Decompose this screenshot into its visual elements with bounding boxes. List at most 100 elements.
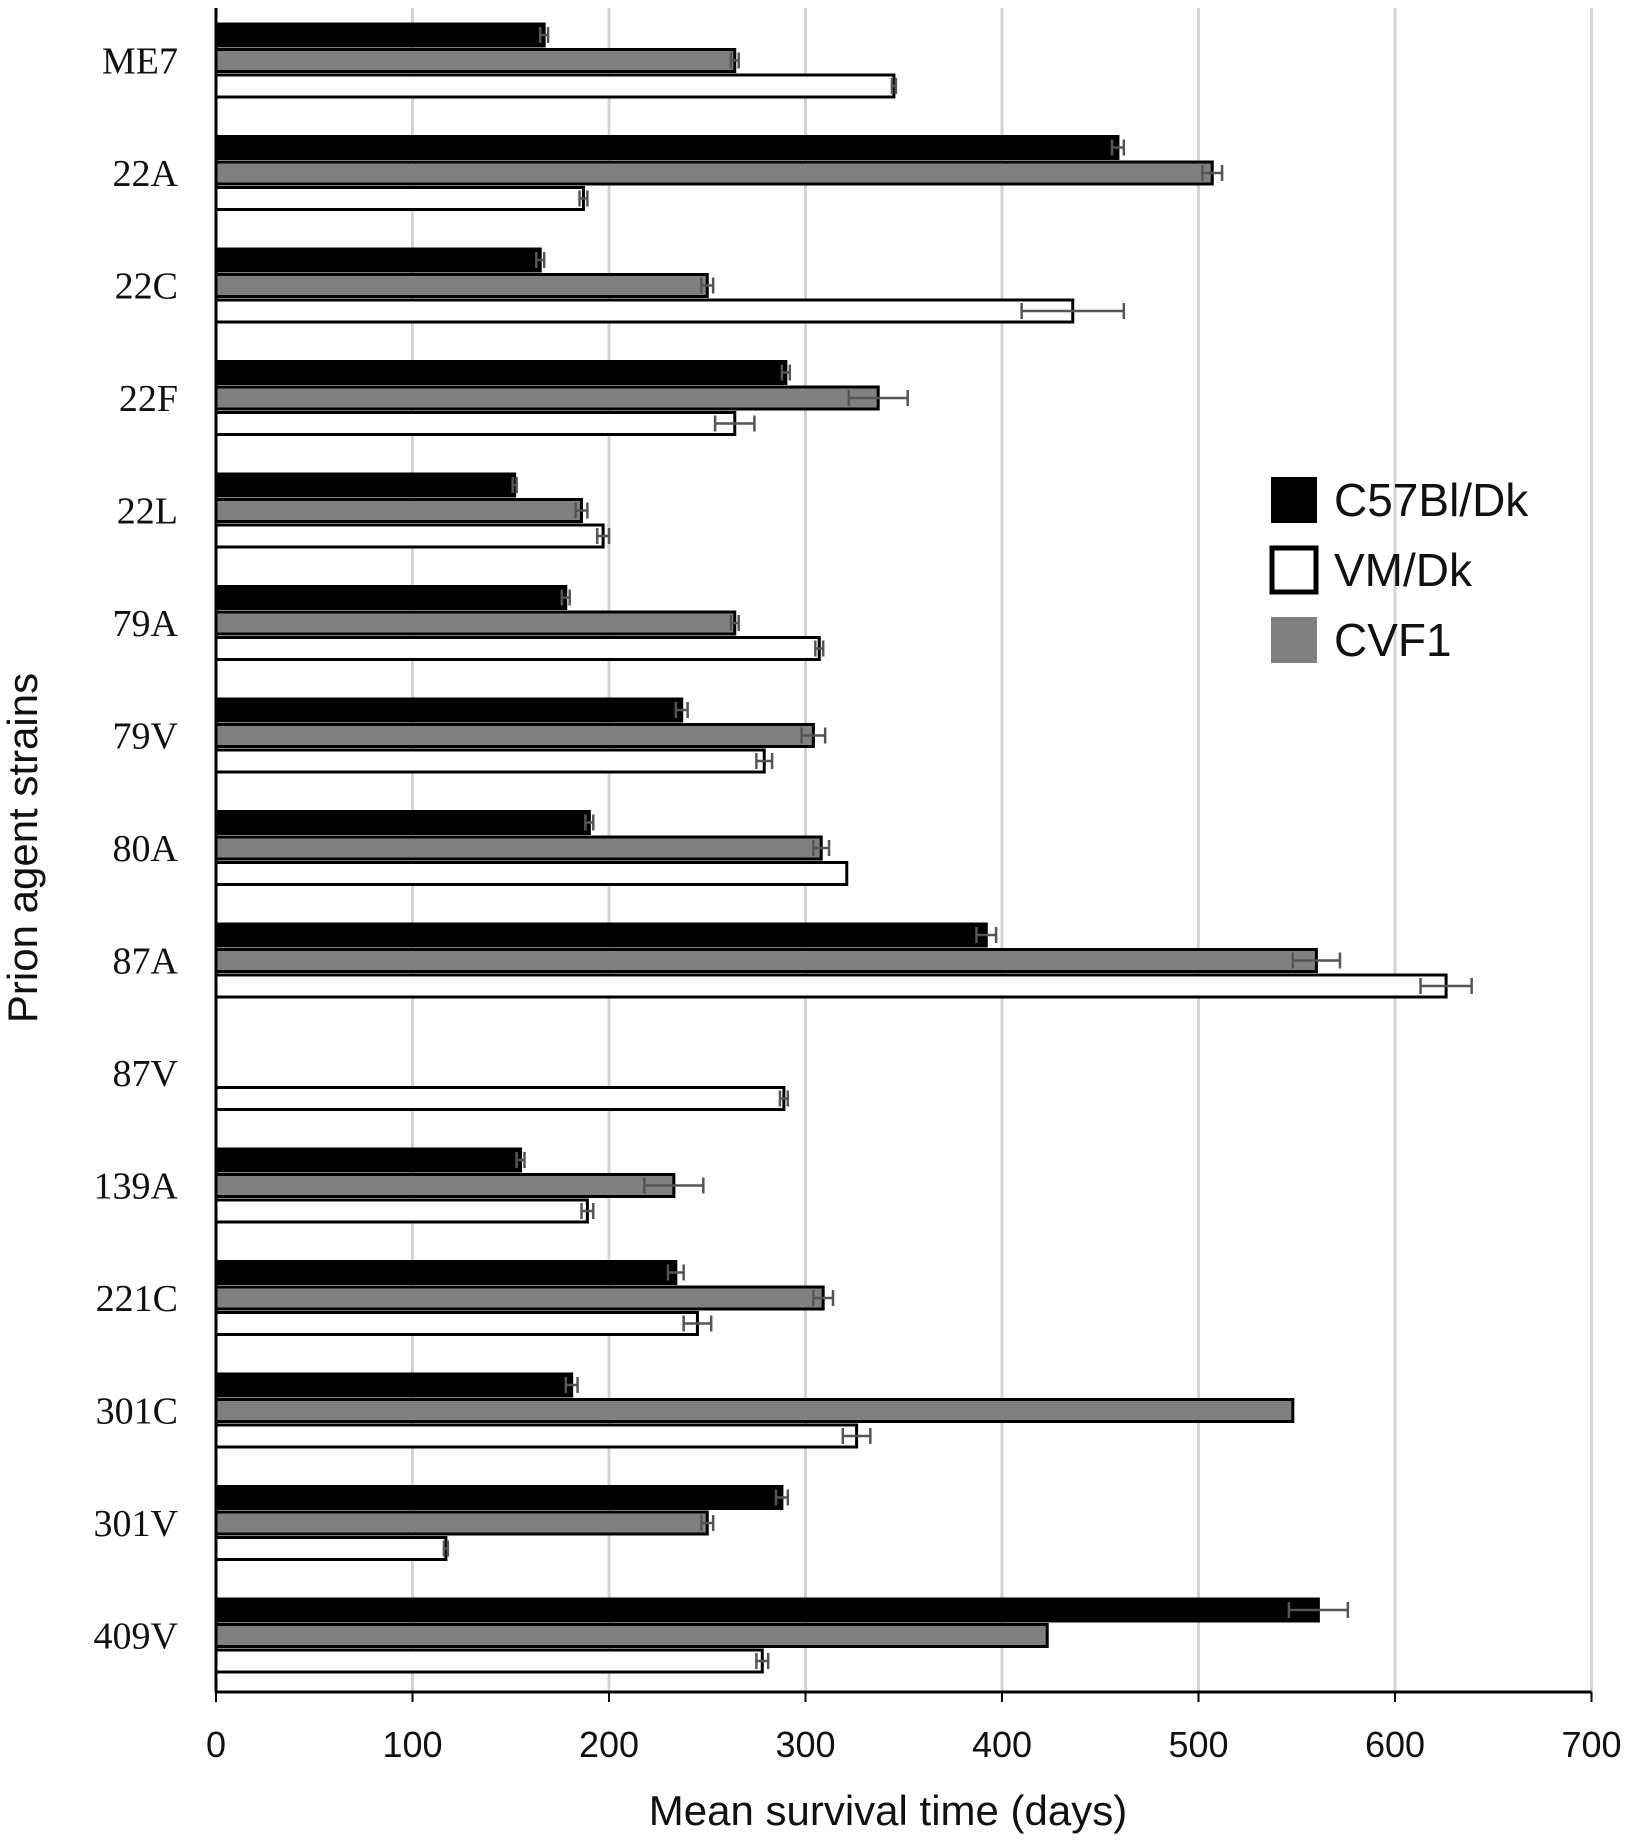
- bar-CVF1-ME7: [214, 48, 737, 73]
- bar-VMDk-22C: [214, 298, 1075, 324]
- error-bar-C57BlDk-22C: [535, 252, 546, 268]
- bar-CVF1-22F: [214, 385, 880, 411]
- category-label-22C: 22C: [115, 266, 178, 308]
- error-bar-VMDk-ME7: [890, 78, 898, 94]
- category-label-22A: 22A: [113, 153, 179, 195]
- bar-VMDk-80A: [214, 861, 849, 886]
- error-bar-C57BlDk-301C: [564, 1377, 579, 1393]
- bars: [214, 22, 1448, 1674]
- category-labels: ME7 22A 22C 22F 22L 79A 79V 80A 87A 87V 139A 221C 30…: [94, 41, 179, 1658]
- category-label-139A: 139A: [94, 1166, 179, 1208]
- error-bar-CVF1-ME7: [729, 52, 740, 69]
- error-bar-C57BlDk-80A: [584, 814, 595, 831]
- bar-VMDk-22L: [214, 523, 605, 549]
- bar-C57BlDk-301V: [214, 1485, 784, 1510]
- bar-CVF1-22C: [214, 273, 709, 298]
- bar-C57BlDk-87A: [214, 922, 988, 948]
- category-label-221C: 221C: [96, 1278, 178, 1320]
- category-label-87A: 87A: [113, 941, 179, 983]
- category-label-ME7: ME7: [102, 41, 178, 83]
- bar-C57BlDk-22L: [214, 472, 517, 498]
- error-bar-CVF1-79V: [800, 727, 827, 744]
- bar-CVF1-221C: [214, 1285, 825, 1311]
- error-bar-CVF1-22C: [700, 277, 715, 294]
- x-tick-label-400: 400: [972, 1724, 1032, 1765]
- category-label-409V: 409V: [94, 1616, 179, 1658]
- x-tick-label-200: 200: [579, 1724, 639, 1765]
- error-bar-VMDk-79V: [755, 753, 774, 769]
- bar-C57BlDk-409V: [214, 1597, 1320, 1623]
- error-bar-CVF1-87A: [1291, 952, 1342, 969]
- category-label-80A: 80A: [113, 828, 179, 870]
- y-axis-title: Prion agent strains: [0, 673, 46, 1023]
- bar-VMDk-139A: [214, 1198, 589, 1224]
- bar-CVF1-301V: [214, 1510, 709, 1536]
- error-bar-VMDk-139A: [580, 1203, 595, 1219]
- bar-C57BlDk-221C: [214, 1260, 678, 1285]
- bar-C57BlDk-22F: [214, 360, 788, 385]
- error-bar-C57BlDk-ME7: [538, 27, 550, 43]
- bar-VMDk-87A: [214, 973, 1448, 999]
- bar-VMDk-22A: [214, 186, 585, 211]
- bar-CVF1-87A: [214, 948, 1318, 973]
- error-bar-C57BlDk-221C: [666, 1264, 685, 1281]
- bar-C57BlDk-22C: [214, 247, 542, 273]
- bar-CVF1-79A: [214, 610, 737, 636]
- bar-CVF1-80A: [214, 835, 823, 861]
- bar-VMDk-79A: [214, 636, 821, 661]
- bar-CVF1-139A: [214, 1173, 676, 1198]
- bar-VMDk-221C: [214, 1311, 699, 1336]
- category-label-22L: 22L: [117, 491, 178, 533]
- error-bar-VMDk-409V: [755, 1653, 770, 1669]
- bar-C57BlDk-ME7: [214, 22, 546, 48]
- error-bar-CVF1-79A: [729, 615, 740, 631]
- bar-VMDk-22F: [214, 411, 737, 436]
- error-bar-CVF1-301V: [700, 1515, 715, 1531]
- bar-C57BlDk-22A: [214, 135, 1120, 160]
- bar-C57BlDk-79V: [214, 697, 684, 723]
- error-bar-VMDk-221C: [682, 1315, 713, 1332]
- error-bar-CVF1-22A: [1201, 165, 1224, 181]
- category-label-87V: 87V: [113, 1053, 179, 1095]
- legend-label-C57BlDk: C57Bl/Dk: [1334, 474, 1529, 526]
- bar-C57BlDk-301C: [214, 1372, 574, 1398]
- x-tick-label-500: 500: [1168, 1724, 1228, 1765]
- error-bar-C57BlDk-79V: [674, 702, 689, 718]
- error-bar-CVF1-22L: [574, 502, 589, 519]
- error-bar-C57BlDk-22A: [1110, 139, 1126, 156]
- x-tick-label-0: 0: [206, 1724, 226, 1765]
- bar-CVF1-22A: [214, 160, 1214, 186]
- error-bar-CVF1-80A: [812, 840, 831, 856]
- error-bar-VMDk-301V: [442, 1540, 450, 1557]
- error-bar-C57BlDk-79A: [560, 589, 571, 606]
- bar-CVF1-79V: [214, 723, 815, 748]
- legend-label-CVF1: CVF1: [1334, 614, 1452, 666]
- error-bar-C57BlDk-409V: [1287, 1602, 1350, 1618]
- error-bar-VMDk-87A: [1419, 978, 1473, 994]
- bar-VMDk-409V: [214, 1648, 764, 1674]
- x-tick-label-700: 700: [1561, 1724, 1621, 1765]
- bar-CVF1-409V: [214, 1623, 1049, 1648]
- error-bar-CVF1-22F: [847, 390, 909, 406]
- category-label-301C: 301C: [96, 1391, 178, 1433]
- axes: [214, 8, 1592, 1694]
- error-bar-CVF1-139A: [643, 1177, 705, 1194]
- x-tick-labels: 0 100 200 300 400 500 600 700: [206, 1724, 1622, 1765]
- error-bar-VMDk-22C: [1020, 303, 1126, 319]
- error-bar-C57BlDk-87A: [975, 927, 998, 943]
- error-bar-C57BlDk-22L: [511, 477, 518, 493]
- bar-VMDk-301V: [214, 1536, 448, 1561]
- legend-swatch-CVF1: [1271, 617, 1317, 663]
- error-bar-VMDk-22A: [578, 190, 589, 207]
- legend: C57Bl/Dk VM/Dk CVF1: [1269, 474, 1529, 666]
- x-tick-label-300: 300: [775, 1724, 835, 1765]
- bar-C57BlDk-79A: [214, 585, 568, 610]
- x-tick-label-600: 600: [1365, 1724, 1425, 1765]
- error-bar-C57BlDk-139A: [515, 1152, 526, 1168]
- x-tick-label-100: 100: [382, 1724, 442, 1765]
- bar-C57BlDk-139A: [214, 1147, 523, 1173]
- error-bars: [442, 27, 1473, 1669]
- error-bar-CVF1-221C: [812, 1290, 835, 1306]
